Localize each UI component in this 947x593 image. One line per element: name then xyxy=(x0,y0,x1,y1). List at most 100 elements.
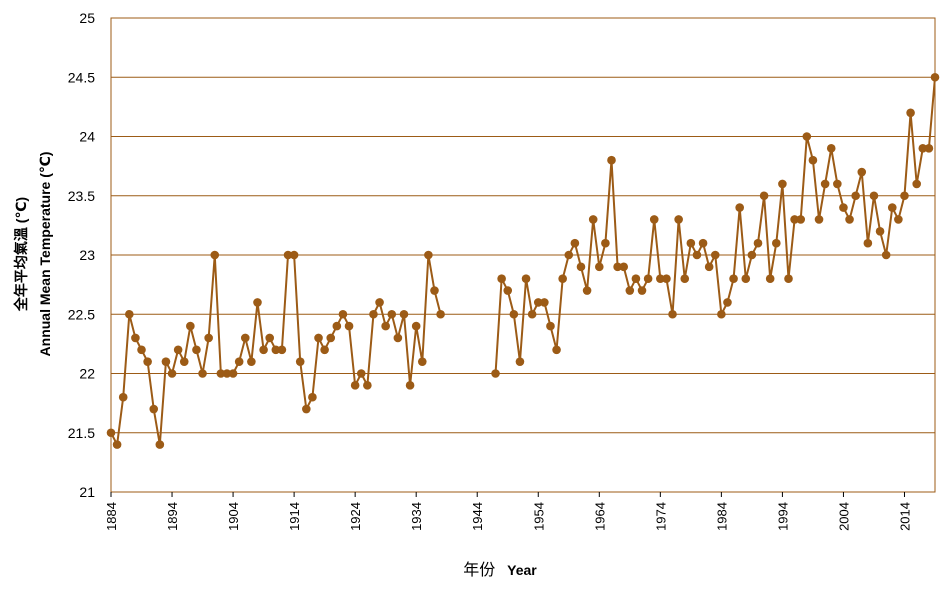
data-point xyxy=(356,369,366,378)
data-point xyxy=(772,238,781,248)
data-point xyxy=(881,250,891,260)
data-point xyxy=(302,404,311,414)
y-tick-label: 24.5 xyxy=(68,69,95,85)
data-point xyxy=(631,274,641,284)
data-point xyxy=(167,369,177,378)
data-point xyxy=(723,298,732,307)
data-point xyxy=(894,215,903,224)
y-tick-label: 21.5 xyxy=(68,425,95,441)
data-point xyxy=(790,215,799,224)
data-point xyxy=(900,191,909,201)
data-point xyxy=(601,238,610,248)
data-point xyxy=(204,333,213,343)
data-point xyxy=(778,179,787,189)
data-point xyxy=(826,144,836,153)
data-point xyxy=(198,369,207,378)
data-point xyxy=(112,440,122,449)
data-point xyxy=(509,309,519,319)
y-tick-label: 23.5 xyxy=(68,188,95,204)
x-axis-title-english: Year xyxy=(507,562,537,578)
data-point xyxy=(582,286,592,295)
data-point xyxy=(375,298,384,307)
data-point xyxy=(430,286,439,295)
data-point xyxy=(717,309,726,319)
data-point xyxy=(613,262,622,272)
y-tick-label: 22.5 xyxy=(68,306,95,322)
data-point xyxy=(344,321,354,331)
data-point xyxy=(698,238,708,248)
data-point xyxy=(729,274,738,284)
data-point xyxy=(625,286,635,295)
data-point xyxy=(314,333,323,343)
data-point xyxy=(350,381,360,390)
data-point xyxy=(686,238,696,248)
data-point xyxy=(784,274,793,284)
data-point xyxy=(863,238,873,248)
data-point xyxy=(802,132,812,141)
data-point xyxy=(918,144,928,153)
x-tick-label: 1954 xyxy=(531,502,546,531)
data-point xyxy=(265,333,274,343)
y-tick-label: 24 xyxy=(79,129,95,145)
data-point xyxy=(399,309,409,319)
x-tick-label: 1884 xyxy=(104,502,119,531)
y-tick-label: 21 xyxy=(79,484,95,500)
data-point xyxy=(411,321,421,331)
data-point xyxy=(564,250,574,260)
data-point xyxy=(369,309,378,319)
data-point xyxy=(637,286,647,295)
plot-area-frame xyxy=(110,17,936,493)
data-point xyxy=(320,345,329,355)
y-axis-title-chinese: 全年平均氣溫 (℃) xyxy=(13,197,29,312)
data-point xyxy=(259,345,268,355)
data-point xyxy=(735,203,744,212)
data-point xyxy=(295,357,305,366)
data-point xyxy=(118,392,128,402)
x-tick-labels: 1884 1894 1904 1914 1924 1934 1944 1954 1964 1974… xyxy=(104,492,912,531)
data-point xyxy=(747,250,757,260)
data-point xyxy=(765,274,775,284)
data-point xyxy=(533,298,543,307)
data-point xyxy=(289,250,299,260)
data-point xyxy=(619,262,629,272)
data-point xyxy=(106,428,116,438)
data-point xyxy=(887,203,897,212)
data-point xyxy=(521,274,531,284)
data-point xyxy=(192,345,201,355)
data-point xyxy=(179,357,189,366)
data-point xyxy=(210,250,220,260)
data-point xyxy=(326,333,336,343)
data-point xyxy=(576,262,586,272)
data-point xyxy=(527,309,537,319)
data-point xyxy=(216,369,226,378)
y-tick-label: 25 xyxy=(79,10,95,26)
data-point xyxy=(692,250,702,260)
data-point xyxy=(173,345,183,355)
data-point xyxy=(253,298,262,307)
data-point xyxy=(552,345,561,355)
horizontal-gridlines xyxy=(111,76,935,434)
data-point xyxy=(491,369,500,378)
data-point xyxy=(131,333,140,343)
data-point xyxy=(668,309,677,319)
data-point xyxy=(222,369,232,378)
data-point xyxy=(649,215,659,224)
data-point xyxy=(436,309,445,319)
data-point xyxy=(704,262,714,272)
x-tick-label: 1914 xyxy=(287,502,302,531)
y-tick-labels: 21 21.5 22 22.5 23 23.5 24 24.5 25 xyxy=(68,10,95,500)
data-point xyxy=(308,392,317,402)
data-point xyxy=(540,298,549,307)
data-point xyxy=(417,357,427,366)
x-tick-label: 1934 xyxy=(409,502,424,531)
data-point xyxy=(845,215,854,224)
x-axis-title-chinese: 年份 xyxy=(463,561,495,579)
series-line xyxy=(494,77,936,374)
data-point xyxy=(594,262,604,272)
data-point xyxy=(240,333,250,343)
data-point xyxy=(820,179,830,189)
data-point xyxy=(796,215,806,224)
data-point xyxy=(808,155,818,165)
data-point xyxy=(851,191,860,201)
